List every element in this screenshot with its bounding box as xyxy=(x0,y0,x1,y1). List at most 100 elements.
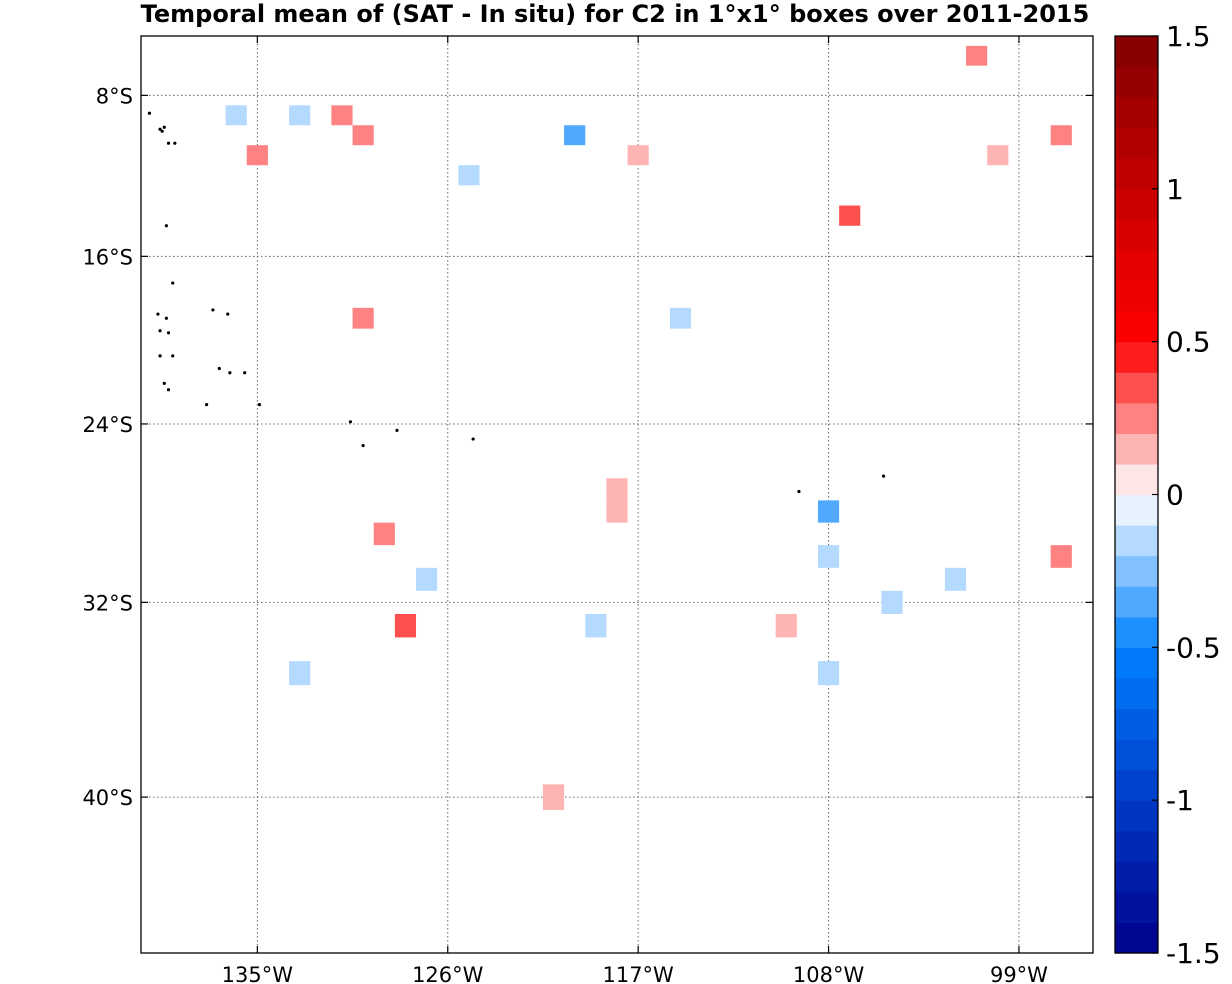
island-mark xyxy=(257,403,262,407)
data-cell xyxy=(542,784,565,811)
colorbar-tick-label: -1 xyxy=(1166,784,1194,817)
island-mark xyxy=(211,308,215,312)
data-cell xyxy=(627,145,649,166)
data-cell xyxy=(944,567,967,591)
island-mark xyxy=(156,312,160,316)
island-mark xyxy=(173,141,177,145)
island-mark xyxy=(162,125,166,129)
colorbar-band xyxy=(1115,280,1158,312)
data-cell xyxy=(246,145,268,166)
colorbar-band xyxy=(1115,708,1158,740)
colorbar-band xyxy=(1115,494,1158,526)
data-cell xyxy=(416,567,438,591)
colorbar-band xyxy=(1115,372,1158,404)
data-cell xyxy=(564,125,586,146)
coastline-islands xyxy=(147,111,886,494)
data-cell xyxy=(817,661,840,686)
data-cell xyxy=(606,478,628,501)
data-cell xyxy=(289,105,311,126)
colorbar-band xyxy=(1115,433,1158,465)
colorbar-band xyxy=(1115,341,1158,373)
colorbar-band xyxy=(1115,36,1158,68)
colorbar-band xyxy=(1115,800,1158,832)
colorbar-tick-label: -0.5 xyxy=(1166,631,1221,664)
colorbar-band xyxy=(1115,891,1158,924)
data-cell xyxy=(817,500,840,523)
colorbar-band xyxy=(1115,97,1158,129)
data-cell xyxy=(1050,125,1072,146)
island-mark xyxy=(164,224,168,228)
data-cell xyxy=(458,165,480,186)
island-mark xyxy=(881,474,886,478)
axis-ticks: 135°W 126°W 117°W 108°W 99°W 8°S 16°S 24°S 32°S 4… xyxy=(82,36,1093,984)
x-tick-label: 117°W xyxy=(602,963,674,984)
graticule xyxy=(141,36,1093,953)
x-tick-label: 126°W xyxy=(412,963,484,984)
island-mark xyxy=(166,141,171,145)
colorbar-band xyxy=(1115,555,1158,587)
island-mark xyxy=(471,437,475,441)
chart-title: Temporal mean of (SAT - In situ) for C2 … xyxy=(141,0,1090,28)
island-mark xyxy=(395,428,399,433)
island-mark xyxy=(147,111,152,115)
colorbar-band xyxy=(1115,249,1158,282)
island-mark xyxy=(204,403,209,407)
island-mark xyxy=(797,489,801,494)
y-tick-label: 8°S xyxy=(96,84,133,108)
island-mark xyxy=(158,329,162,333)
colorbar-band xyxy=(1115,769,1158,801)
data-cell xyxy=(966,45,988,66)
colorbar-band xyxy=(1115,311,1158,343)
data-cell xyxy=(289,661,311,686)
colorbar-tick-labels: -1.5 -1 -0.5 0 0.5 1 1.5 xyxy=(1152,20,1221,970)
island-mark xyxy=(158,127,162,131)
colorbar-band xyxy=(1115,66,1158,98)
island-mark xyxy=(171,354,175,358)
colorbar-band xyxy=(1115,830,1158,862)
colorbar-band xyxy=(1115,525,1158,557)
island-mark xyxy=(348,420,353,424)
data-cell xyxy=(352,307,374,329)
data-cell xyxy=(331,105,353,126)
colorbar-bands xyxy=(1115,36,1158,954)
data-cell xyxy=(225,105,247,126)
colorbar-tick-label: 1 xyxy=(1166,173,1184,206)
colorbar-band xyxy=(1115,219,1158,251)
data-cell xyxy=(373,522,395,546)
island-mark xyxy=(171,281,175,285)
island-mark xyxy=(228,371,232,375)
colorbar-band xyxy=(1115,586,1158,618)
colorbar-band xyxy=(1115,922,1158,954)
island-mark xyxy=(361,443,365,448)
data-cell xyxy=(881,590,903,614)
island-mark xyxy=(158,354,162,358)
colorbar-band xyxy=(1115,647,1158,679)
data-cell xyxy=(1050,545,1072,568)
colorbar-tick-label: -1.5 xyxy=(1166,937,1221,970)
colorbar-band xyxy=(1115,739,1158,771)
y-tick-label: 40°S xyxy=(82,786,133,810)
colorbar-tick-label: 0 xyxy=(1166,479,1184,512)
data-cell xyxy=(585,613,607,638)
island-mark xyxy=(160,129,164,133)
colorbar-band xyxy=(1115,677,1158,710)
x-tick-label: 99°W xyxy=(990,963,1048,984)
colorbar-band xyxy=(1115,188,1158,220)
island-mark xyxy=(164,316,168,320)
island-mark xyxy=(166,331,171,335)
island-mark xyxy=(166,388,171,392)
island-mark xyxy=(226,312,230,316)
x-tick-label: 108°W xyxy=(793,963,865,984)
island-mark xyxy=(162,381,166,385)
colorbar-band xyxy=(1115,463,1158,496)
data-cell xyxy=(775,613,797,638)
y-tick-label: 16°S xyxy=(82,245,133,269)
x-tick-label: 135°W xyxy=(222,963,294,984)
colorbar-band xyxy=(1115,127,1158,159)
map-frame xyxy=(140,35,1094,954)
colorbar-tick-label: 0.5 xyxy=(1166,326,1211,359)
y-tick-label: 24°S xyxy=(82,413,133,437)
data-cell xyxy=(839,205,861,226)
data-cell xyxy=(987,145,1009,166)
island-mark xyxy=(243,371,247,375)
